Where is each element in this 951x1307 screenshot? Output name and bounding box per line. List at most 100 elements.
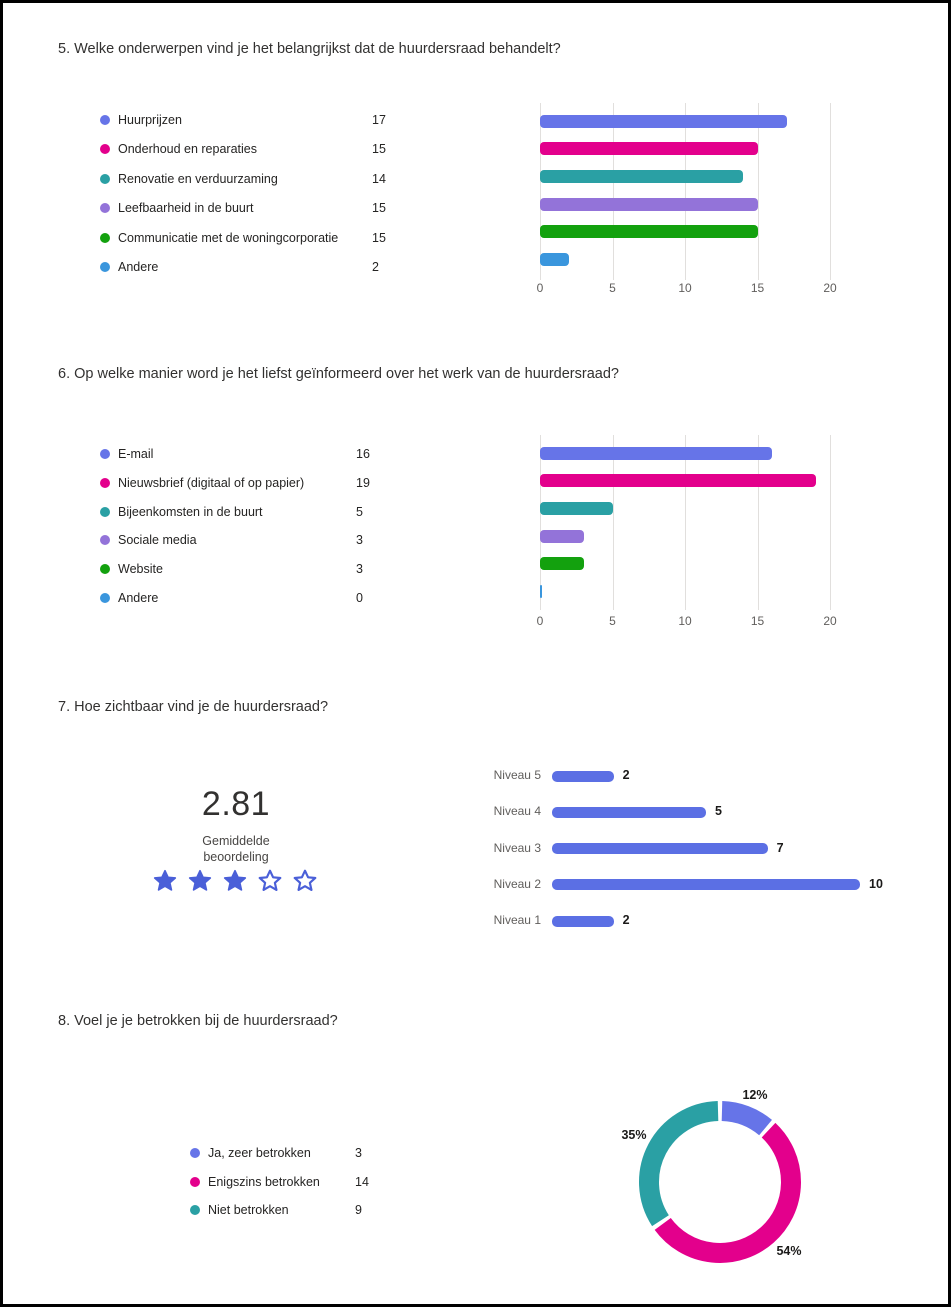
legend-color-dot [100, 449, 110, 459]
legend-item: Communicatie met de woningcorporatie 15 [100, 228, 412, 248]
legend-count: 16 [356, 447, 370, 461]
legend-count: 9 [355, 1203, 362, 1218]
average-rating-label: Gemiddelde beoordeling [202, 834, 270, 864]
x-axis-tick-label: 10 [678, 281, 692, 295]
legend-color-dot [100, 232, 110, 243]
legend-label: Website [118, 562, 163, 577]
chart-bar [540, 585, 542, 598]
question-8-title: 8. Voel je je betrokken bij de huurdersr… [58, 1013, 338, 1029]
legend-color-dot [190, 1176, 200, 1187]
legend-color-dot [100, 144, 110, 155]
level-bar [552, 806, 706, 818]
x-axis-tick-label: 15 [750, 614, 765, 628]
legend-label: Niet betrokken [208, 1203, 289, 1218]
chart-gridline [685, 103, 686, 280]
level-label: Niveau 5 [493, 768, 541, 782]
level-bar [552, 915, 614, 927]
star-filled-icon [222, 868, 248, 894]
legend-color-dot [100, 115, 110, 125]
chart-gridline [685, 435, 686, 610]
level-value: 7 [776, 840, 784, 855]
legend-label: Nieuwsbrief (digitaal of op papier) [118, 475, 305, 490]
legend-count: 17 [372, 113, 386, 127]
chart-bar [540, 529, 584, 543]
legend-item: Ja, zeer betrokken 3 [190, 1143, 395, 1163]
star-empty-icon [292, 868, 318, 894]
chart-bar [540, 225, 758, 239]
chart-bar [540, 114, 787, 128]
chart-bar [540, 142, 758, 156]
level-label: Niveau 1 [493, 913, 541, 928]
legend-color-dot [100, 593, 110, 603]
legend-item: Andere 0 [100, 588, 396, 608]
x-axis-tick-label: 5 [609, 614, 616, 628]
legend-label: Ja, zeer betrokken [208, 1146, 311, 1160]
legend-item: Enigszins betrokken 14 [190, 1172, 395, 1192]
level-bar [552, 843, 768, 855]
legend-color-dot [100, 564, 110, 575]
chart-bar [540, 446, 772, 460]
legend-count: 3 [356, 533, 363, 548]
legend-count: 0 [356, 591, 363, 605]
legend-item: Bijeenkomsten in de buurt 5 [100, 502, 396, 522]
legend-item: Nieuwsbrief (digitaal of op papier) 19 [100, 473, 396, 493]
star-rating [152, 868, 318, 894]
donut-segment [654, 1122, 801, 1263]
level-value: 2 [622, 768, 630, 782]
legend-label: Huurprijzen [118, 113, 182, 127]
x-axis-tick-label: 15 [750, 281, 765, 295]
legend-color-dot [190, 1148, 200, 1158]
legend-count: 3 [355, 1146, 362, 1160]
question-6-title: 6. Op welke manier word je het liefst ge… [58, 366, 619, 382]
donut-percent-label: 12% [742, 1088, 768, 1102]
donut-segment [721, 1101, 772, 1136]
legend-item: Leefbaarheid in de buurt 15 [100, 198, 412, 218]
legend-item: Website 3 [100, 559, 396, 579]
question-5-title: 5. Welke onderwerpen vind je het belangr… [58, 41, 561, 57]
x-axis-tick-label: 10 [678, 614, 692, 628]
legend-label: Bijeenkomsten in de buurt [118, 504, 263, 519]
legend-label: Leefbaarheid in de buurt [118, 201, 254, 216]
chart-gridline [830, 435, 831, 610]
legend-item: Renovatie en verduurzaming 14 [100, 169, 412, 189]
level-value: 5 [715, 804, 722, 819]
legend-item: Onderhoud en reparaties 15 [100, 139, 412, 159]
legend-label: Onderhoud en reparaties [118, 142, 257, 157]
chart-gridline [757, 103, 759, 280]
legend-count: 15 [372, 230, 386, 245]
legend-item: Andere 2 [100, 257, 412, 277]
legend-label: Andere [118, 591, 159, 605]
star-empty-icon [257, 868, 283, 894]
legend-count: 15 [372, 201, 386, 216]
legend-count: 19 [356, 475, 370, 490]
legend-color-dot [100, 203, 110, 214]
x-axis-tick-label: 0 [536, 614, 544, 628]
legend-color-dot [190, 1205, 200, 1216]
donut-ring [639, 1101, 801, 1263]
legend-label: Andere [118, 260, 159, 274]
legend-color-dot [100, 535, 110, 546]
legend-label: Enigszins betrokken [208, 1174, 320, 1189]
chart-bar [540, 501, 613, 515]
legend-item: Sociale media 3 [100, 530, 396, 550]
chart-gridline [612, 435, 614, 610]
level-label: Niveau 3 [493, 840, 541, 855]
chart-bar [540, 557, 584, 571]
legend-count: 3 [356, 562, 363, 577]
level-bar [552, 879, 860, 891]
legend-label: Sociale media [118, 533, 197, 548]
level-label: Niveau 2 [493, 876, 541, 891]
chart-bar [540, 197, 758, 211]
legend-color-dot [100, 173, 110, 184]
legend-count: 2 [372, 260, 379, 274]
legend-color-dot [100, 262, 110, 272]
average-rating-value: 2.81 [201, 785, 271, 823]
legend-color-dot [100, 477, 110, 488]
legend-count: 5 [356, 504, 363, 519]
legend-label: Communicatie met de woningcorporatie [118, 230, 339, 245]
legend-label: Renovatie en verduurzaming [118, 171, 278, 186]
chart-gridline [757, 435, 759, 610]
chart-gridline [830, 103, 831, 280]
x-axis-tick-label: 20 [823, 614, 837, 628]
